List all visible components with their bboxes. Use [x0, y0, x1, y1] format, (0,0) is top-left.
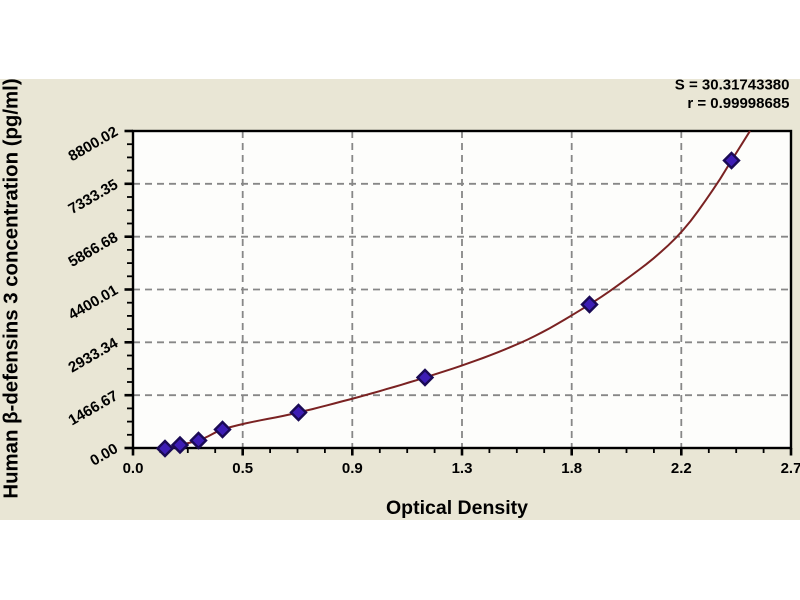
- svg-text:0.5: 0.5: [232, 460, 253, 477]
- svg-text:0.00: 0.00: [87, 440, 121, 469]
- svg-text:S = 30.31743380: S = 30.31743380: [675, 77, 790, 94]
- svg-text:1.3: 1.3: [452, 460, 473, 477]
- svg-text:1.8: 1.8: [561, 460, 582, 477]
- svg-text:2.7: 2.7: [781, 460, 800, 477]
- svg-text:Human β-defensins 3 concentrat: Human β-defensins 3 concentration (pg/ml…: [1, 78, 23, 498]
- svg-text:2.2: 2.2: [671, 460, 692, 477]
- svg-text:r = 0.99998685: r = 0.99998685: [687, 95, 789, 112]
- svg-text:7333.35: 7333.35: [66, 176, 121, 218]
- svg-text:2933.34: 2933.34: [66, 334, 122, 376]
- svg-text:5866.68: 5866.68: [66, 229, 121, 271]
- svg-text:8800.02: 8800.02: [66, 123, 121, 165]
- svg-text:0.9: 0.9: [342, 460, 363, 477]
- svg-text:0.0: 0.0: [123, 460, 144, 477]
- svg-text:4400.01: 4400.01: [66, 282, 121, 324]
- svg-text:1466.67: 1466.67: [66, 387, 121, 429]
- svg-text:Optical Density: Optical Density: [386, 497, 528, 519]
